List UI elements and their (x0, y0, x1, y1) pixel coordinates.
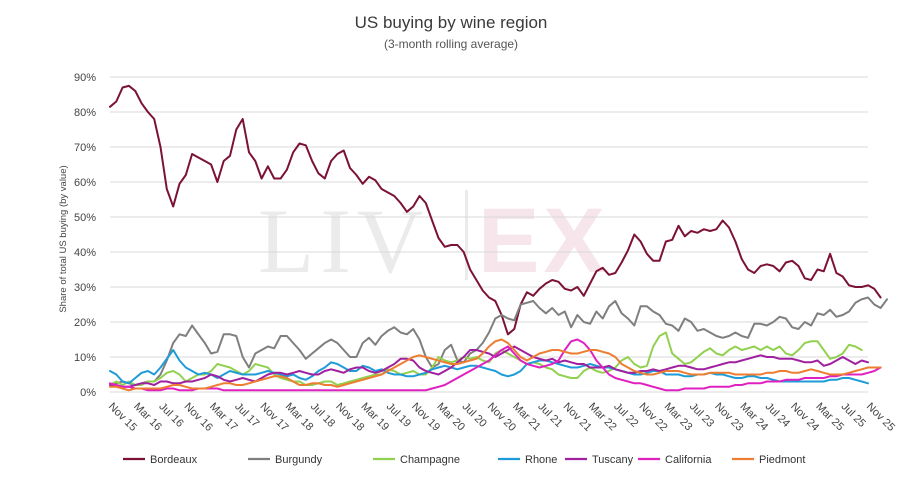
series-line-california (109, 338, 882, 392)
y-tick-label: 80% (74, 107, 96, 119)
chart-subtitle: (3-month rolling average) (384, 37, 518, 51)
y-tick-label: 0% (80, 387, 96, 399)
legend-label-bordeaux: Bordeaux (150, 454, 198, 466)
series-line-bordeaux (109, 84, 882, 336)
series-line-burgundy (109, 296, 888, 386)
y-tick-labels: 0% 10% 20% 30% 40% 50% 60% 70% 80% 90% (74, 72, 96, 399)
legend-label-california: California (665, 454, 712, 466)
legend-label-tuscany: Tuscany (592, 454, 634, 466)
y-tick-label: 20% (74, 317, 96, 329)
y-tick-label: 10% (74, 352, 96, 364)
series-line-rhone (109, 349, 869, 385)
chart-title: US buying by wine region (355, 13, 548, 32)
y-tick-label: 70% (74, 142, 96, 154)
series-lines (109, 84, 888, 392)
series-line-piedmont (109, 338, 882, 392)
legend: Bordeaux Burgundy Champagne Rhone Tuscany Cal… (123, 454, 805, 466)
series-line-tuscany (109, 345, 869, 388)
legend-label-burgundy: Burgundy (275, 454, 323, 466)
gridlines (110, 76, 868, 393)
legend-label-champagne: Champagne (400, 454, 460, 466)
watermark-divider (465, 190, 468, 280)
watermark: LIV EX (258, 190, 609, 292)
legend-label-piedmont: Piedmont (759, 454, 805, 466)
y-axis-label: Share of total US buying (by value) (58, 165, 69, 312)
y-tick-label: 50% (74, 212, 96, 224)
y-tick-label: 90% (74, 72, 96, 84)
watermark-liv: LIV (258, 190, 429, 292)
y-tick-label: 40% (74, 247, 96, 259)
legend-label-rhone: Rhone (525, 454, 557, 466)
watermark-ex: EX (478, 190, 609, 292)
y-tick-label: 30% (74, 282, 96, 294)
y-tick-label: 60% (74, 177, 96, 189)
x-tick-label: Nov 25 (864, 401, 897, 434)
